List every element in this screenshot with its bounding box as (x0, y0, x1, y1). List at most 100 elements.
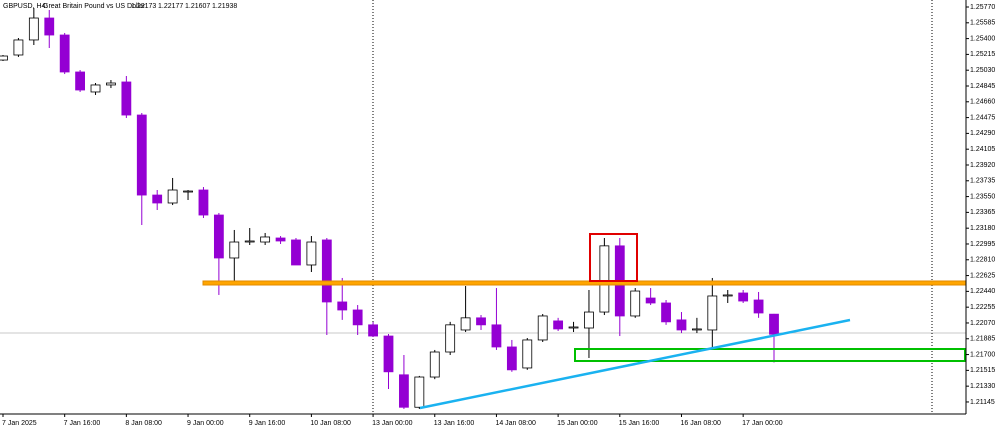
y-tick-label: 1.25215 (970, 51, 995, 58)
x-tick-label: 7 Jan 2025 (2, 420, 37, 427)
quote-high: 1.22177 (158, 3, 183, 10)
y-tick-label: 1.25770 (970, 4, 995, 11)
candle-body (136, 114, 147, 196)
y-tick-label: 1.23550 (970, 193, 995, 200)
x-tick-label: 13 Jan 00:00 (372, 420, 413, 427)
candle-body (352, 309, 363, 326)
y-tick-label: 1.25030 (970, 67, 995, 74)
candle-body (28, 17, 39, 41)
candle-body (460, 317, 471, 331)
x-tick-label: 16 Jan 08:00 (680, 420, 721, 427)
candle-body (491, 324, 502, 348)
highlight-box (589, 233, 638, 282)
x-tick-label: 14 Jan 08:00 (495, 420, 536, 427)
quote-close: 1.21938 (212, 3, 237, 10)
candle-body (229, 241, 240, 259)
candle-body (183, 190, 193, 193)
candle-body (661, 302, 671, 323)
candle-body (244, 240, 255, 243)
candle-body (522, 339, 533, 369)
candle-body (260, 236, 271, 243)
x-tick-label: 7 Jan 16:00 (64, 420, 101, 427)
x-tick-label: 8 Jan 08:00 (125, 420, 162, 427)
candle-body (368, 324, 378, 337)
y-tick-label: 1.22440 (970, 288, 995, 295)
y-tick-label: 1.24290 (970, 130, 995, 137)
candle-body (198, 189, 209, 216)
x-tick-label: 9 Jan 00:00 (187, 420, 224, 427)
y-tick-label: 1.25400 (970, 35, 995, 42)
y-tick-label: 1.24475 (970, 114, 995, 121)
y-tick-label: 1.23365 (970, 209, 995, 216)
candle-body (383, 335, 394, 373)
chart-title: GBPUSD, H4: (3, 3, 47, 10)
candle-body (753, 299, 764, 314)
y-tick-label: 1.21885 (970, 336, 995, 343)
candle-body (167, 189, 178, 204)
candle-body (676, 319, 687, 331)
y-tick-label: 1.22810 (970, 257, 995, 264)
y-tick-label: 1.21330 (970, 383, 995, 390)
candle-body (0, 55, 8, 61)
y-tick-label: 1.23735 (970, 178, 995, 185)
quote-low: 1.21607 (185, 3, 210, 10)
y-tick-label: 1.24845 (970, 83, 995, 90)
candle-body (568, 326, 579, 329)
y-tick-label: 1.22255 (970, 304, 995, 311)
y-tick-label: 1.21145 (970, 399, 995, 406)
candle-body (645, 297, 656, 304)
candle-body (599, 245, 610, 313)
candle-body (121, 81, 132, 116)
support-zone (574, 348, 966, 362)
candles (0, 8, 779, 409)
candle-body (476, 317, 486, 326)
candle-body (321, 239, 332, 303)
y-tick-label: 1.25585 (970, 20, 995, 27)
candle-body (630, 290, 641, 317)
candle-body (769, 313, 779, 335)
candle-body (692, 328, 702, 331)
y-tick-label: 1.21515 (970, 367, 995, 374)
candle-body (13, 39, 24, 56)
y-tick-label: 1.24660 (970, 99, 995, 106)
candle-body (707, 295, 718, 331)
candle-body (291, 239, 301, 266)
candle-body (106, 82, 116, 86)
y-tick-label: 1.22070 (970, 320, 995, 327)
candle-body (722, 294, 733, 297)
x-tick-label: 13 Jan 16:00 (434, 420, 475, 427)
candle-body (506, 346, 517, 371)
y-tick-label: 1.23920 (970, 162, 995, 169)
x-tick-label: 17 Jan 00:00 (742, 420, 783, 427)
quote-open: 1.22173 (131, 3, 156, 10)
candle-body (275, 237, 286, 242)
candle-body (44, 17, 55, 36)
chart-subtitle: Great Britain Pound vs US Dollar (43, 3, 146, 10)
resistance-line (202, 280, 967, 286)
candle-body (59, 34, 70, 73)
y-tick-label: 1.21700 (970, 351, 995, 358)
candle-body (152, 194, 163, 204)
candle-body (584, 311, 594, 329)
y-tick-label: 1.24105 (970, 146, 995, 153)
x-tick-label: 15 Jan 00:00 (557, 420, 598, 427)
y-tick-label: 1.23180 (970, 225, 995, 232)
x-tick-label: 10 Jan 08:00 (310, 420, 351, 427)
candle-body (75, 71, 85, 91)
candle-body (306, 241, 317, 266)
candle-body (553, 320, 564, 330)
candle-body (414, 376, 425, 408)
x-tick-label: 15 Jan 16:00 (619, 420, 660, 427)
candle-body (738, 292, 749, 302)
candle-body (399, 374, 409, 408)
candle-body (445, 324, 456, 353)
candle-body (90, 84, 101, 93)
candle-body (213, 214, 224, 259)
y-tick-label: 1.22995 (970, 241, 995, 248)
trend-line (419, 318, 851, 410)
candle-body (337, 301, 348, 311)
y-tick-label: 1.22625 (970, 272, 995, 279)
candle-body (537, 315, 548, 341)
